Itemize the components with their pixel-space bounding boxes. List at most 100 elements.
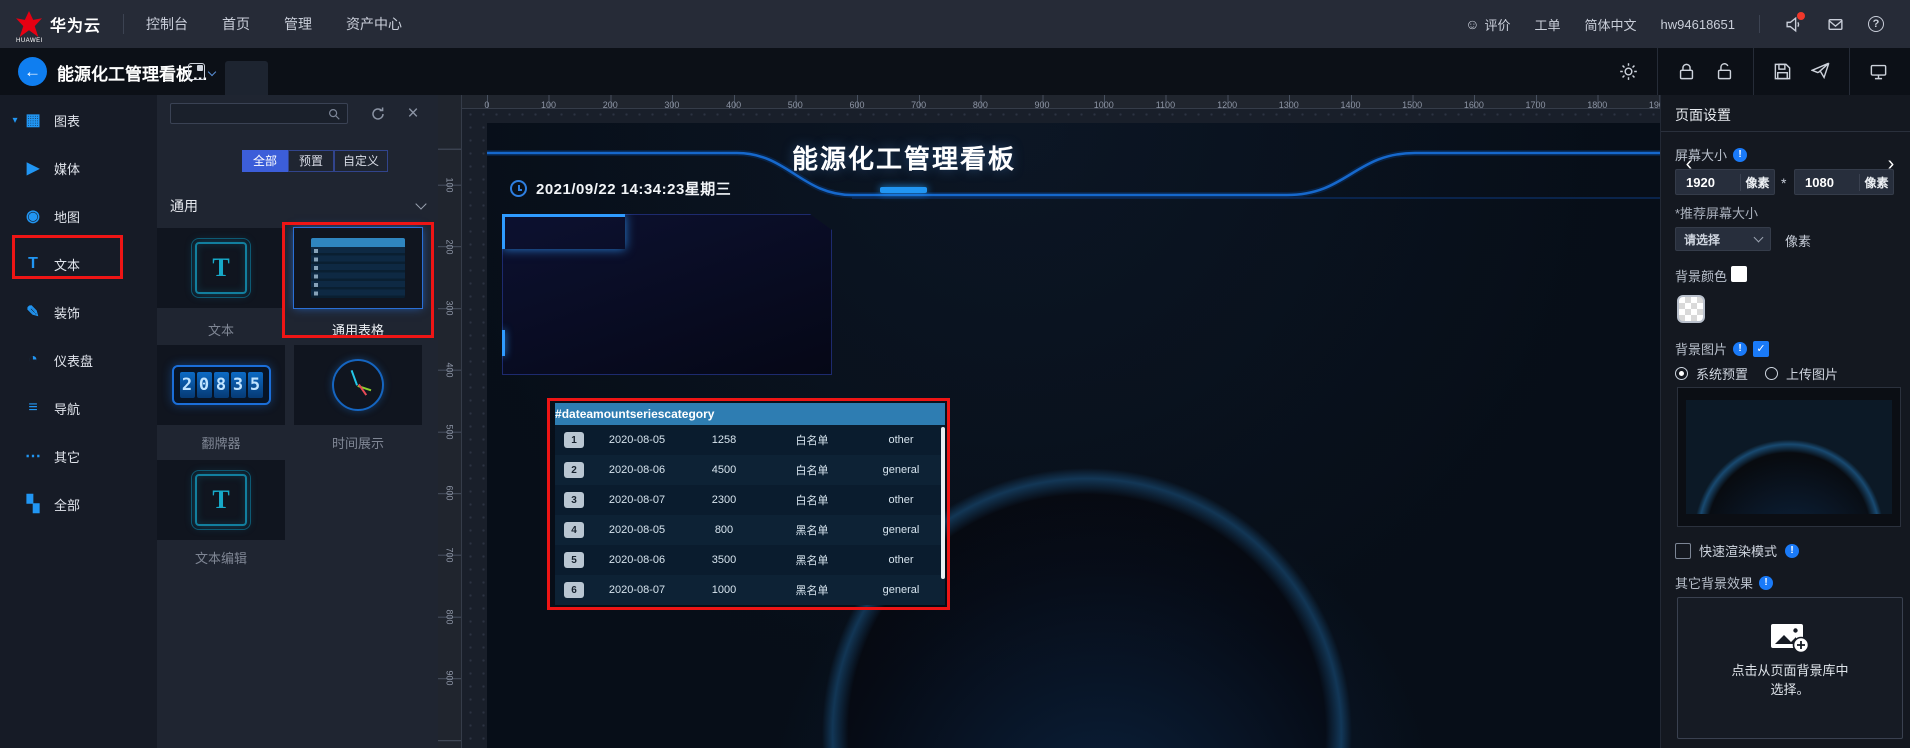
info-icon[interactable]: ! bbox=[1785, 543, 1800, 558]
carousel-prev-icon[interactable]: ‹ bbox=[1685, 153, 1693, 175]
sidebar-item[interactable]: ◉ 地图 bbox=[0, 192, 157, 240]
cell-series: 黑名单 bbox=[795, 555, 829, 567]
lock-icon[interactable] bbox=[1677, 62, 1696, 81]
info-icon[interactable]: ! bbox=[1733, 341, 1748, 356]
sidebar-item-icon: ◔ bbox=[28, 351, 38, 368]
table-widget-icon bbox=[311, 238, 405, 298]
save-icon[interactable] bbox=[1773, 62, 1792, 81]
close-icon[interactable]: × bbox=[407, 103, 419, 124]
ticket-link[interactable]: 工单 bbox=[1534, 17, 1561, 33]
sidebar-item[interactable]: ▚ 全部 bbox=[0, 480, 157, 528]
cell-series: 黑名单 bbox=[795, 525, 829, 537]
language-switch[interactable]: 简体中文 bbox=[1584, 17, 1637, 33]
divider bbox=[1849, 48, 1850, 95]
widget-card-label: 翻牌器 bbox=[201, 436, 241, 451]
unlock-icon[interactable] bbox=[1715, 62, 1734, 81]
design-canvas[interactable]: 能源化工管理看板 2021/09/22 14:34:23星期三 # date amo… bbox=[438, 95, 1660, 748]
fast-render-checkbox[interactable] bbox=[1675, 542, 1691, 559]
table-scrollbar[interactable] bbox=[941, 427, 945, 579]
info-icon[interactable]: ! bbox=[1759, 575, 1774, 590]
bg-image-label: 背景图片 ! ✓ bbox=[1675, 339, 1770, 358]
row-index-badge: 4 bbox=[564, 522, 584, 538]
top-bar: HUAWEI 华为云 控制台 首页 管理 资产中心 ☺ 评价 工单 简体中文 hw94… bbox=[0, 0, 1910, 48]
carousel-next-icon[interactable]: › bbox=[1887, 153, 1895, 175]
cell-series: 白名单 bbox=[795, 495, 829, 507]
screen-height-input[interactable]: 1080 像素 bbox=[1794, 169, 1894, 195]
board-table-widget[interactable]: # date amount series category 1 2020-08-05 1… bbox=[555, 403, 945, 605]
row-index-badge: 5 bbox=[564, 552, 584, 568]
bg-library-picker[interactable]: 点击从页面背景库中 选择。 bbox=[1677, 597, 1903, 739]
page-settings-panel: 页面设置 屏幕大小 ! 1920 像素 * 1080 像素 *推荐屏幕大小 请选… bbox=[1660, 95, 1910, 748]
notification-horn-icon[interactable] bbox=[1784, 12, 1805, 33]
bg-color-swatch[interactable] bbox=[1731, 266, 1747, 282]
multiply-sign: * bbox=[1781, 175, 1787, 191]
preset-radio-option[interactable]: 系统预置 bbox=[1675, 364, 1748, 383]
screen-switch-icon[interactable] bbox=[188, 63, 205, 80]
filter-tab[interactable]: 自定义 bbox=[334, 150, 389, 172]
widget-card-text-edit[interactable]: T bbox=[157, 460, 285, 540]
ruler-label: 1300 bbox=[1278, 100, 1299, 109]
ruler-label: 800 bbox=[972, 100, 988, 109]
bg-color-picker[interactable] bbox=[1677, 295, 1705, 323]
help-icon[interactable]: ? bbox=[1868, 16, 1884, 32]
panel-tab[interactable] bbox=[225, 61, 268, 95]
screen-width-input[interactable]: 1920 像素 bbox=[1675, 169, 1775, 195]
ruler-label-slot: 200 bbox=[444, 239, 455, 255]
widget-card-clock[interactable] bbox=[294, 345, 422, 425]
row-index-badge: 2 bbox=[564, 462, 584, 478]
widget-card-table[interactable] bbox=[293, 227, 423, 309]
username[interactable]: hw94618651 bbox=[1660, 16, 1735, 32]
sidebar-item[interactable]: T 文本 bbox=[0, 240, 157, 288]
image-plus-icon bbox=[1771, 624, 1810, 654]
sidebar-item-label: 媒体 bbox=[54, 161, 81, 177]
bg-image-checkbox[interactable]: ✓ bbox=[1753, 340, 1770, 357]
back-button[interactable]: ← bbox=[18, 57, 47, 86]
filter-tab[interactable]: 预置 bbox=[288, 150, 334, 172]
top-nav-item[interactable]: 首页 bbox=[222, 16, 251, 32]
recommend-size-select[interactable]: 请选择 bbox=[1675, 227, 1771, 251]
feedback-link[interactable]: ☺ 评价 bbox=[1465, 16, 1511, 33]
sidebar-item[interactable]: ≡ 导航 bbox=[0, 384, 157, 432]
sidebar-item[interactable]: ◔ 仪表盘 bbox=[0, 336, 157, 384]
upload-radio-option[interactable]: 上传图片 bbox=[1765, 364, 1838, 383]
cell-category: general bbox=[882, 584, 920, 596]
message-envelope-icon[interactable] bbox=[1826, 15, 1844, 33]
chevron-down-icon[interactable] bbox=[207, 67, 217, 77]
notification-badge bbox=[1797, 12, 1805, 20]
sidebar-item[interactable]: ▾ ▦ 图表 bbox=[0, 96, 157, 144]
sidebar-item[interactable]: ⋯ 其它 bbox=[0, 432, 157, 480]
divider bbox=[1759, 15, 1760, 33]
preview-monitor-icon[interactable] bbox=[1869, 62, 1888, 81]
sidebar-item-label: 装饰 bbox=[54, 305, 81, 321]
top-nav-item[interactable]: 控制台 bbox=[146, 16, 189, 32]
top-nav-item[interactable]: 资产中心 bbox=[346, 16, 403, 32]
other-bg-label: 其它背景效果 ! bbox=[1675, 573, 1774, 592]
filter-tab[interactable]: 全部 bbox=[242, 150, 288, 172]
refresh-icon[interactable] bbox=[368, 104, 388, 124]
widget-card-label: 时间展示 bbox=[331, 436, 384, 451]
datetime-widget[interactable]: 2021/09/22 14:34:23星期三 bbox=[510, 178, 731, 199]
top-nav-item[interactable]: 管理 bbox=[284, 16, 313, 32]
table-row: 3 2020-08-07 2300 白名单 other bbox=[555, 485, 945, 515]
collapse-chevron-icon[interactable] bbox=[415, 198, 427, 210]
ruler-label: 1200 bbox=[1217, 100, 1238, 109]
section-header: 通用 bbox=[170, 196, 427, 216]
widget-search-input[interactable] bbox=[170, 103, 348, 124]
row-index-badge: 1 bbox=[564, 432, 584, 448]
dashboard-artboard[interactable]: 能源化工管理看板 2021/09/22 14:34:23星期三 # date amo… bbox=[487, 123, 1660, 748]
ruler-label: 1400 bbox=[1340, 100, 1361, 109]
ruler-label-slot: 400 bbox=[444, 362, 455, 378]
sidebar-item[interactable]: ✎ 装饰 bbox=[0, 288, 157, 336]
filter-tab-label: 自定义 bbox=[343, 154, 380, 168]
cell-date: 2020-08-07 bbox=[608, 494, 666, 506]
settings-gear-icon[interactable] bbox=[1619, 62, 1638, 81]
widget-card-text[interactable]: T bbox=[157, 228, 285, 308]
empty-decorated-panel[interactable] bbox=[502, 214, 832, 375]
info-icon[interactable]: ! bbox=[1733, 147, 1748, 162]
sidebar-item[interactable]: ▶ 媒体 bbox=[0, 144, 157, 192]
filter-tab-label: 预置 bbox=[298, 154, 323, 168]
editor-toolbar bbox=[1619, 48, 1888, 95]
publish-plane-icon[interactable] bbox=[1810, 62, 1830, 81]
